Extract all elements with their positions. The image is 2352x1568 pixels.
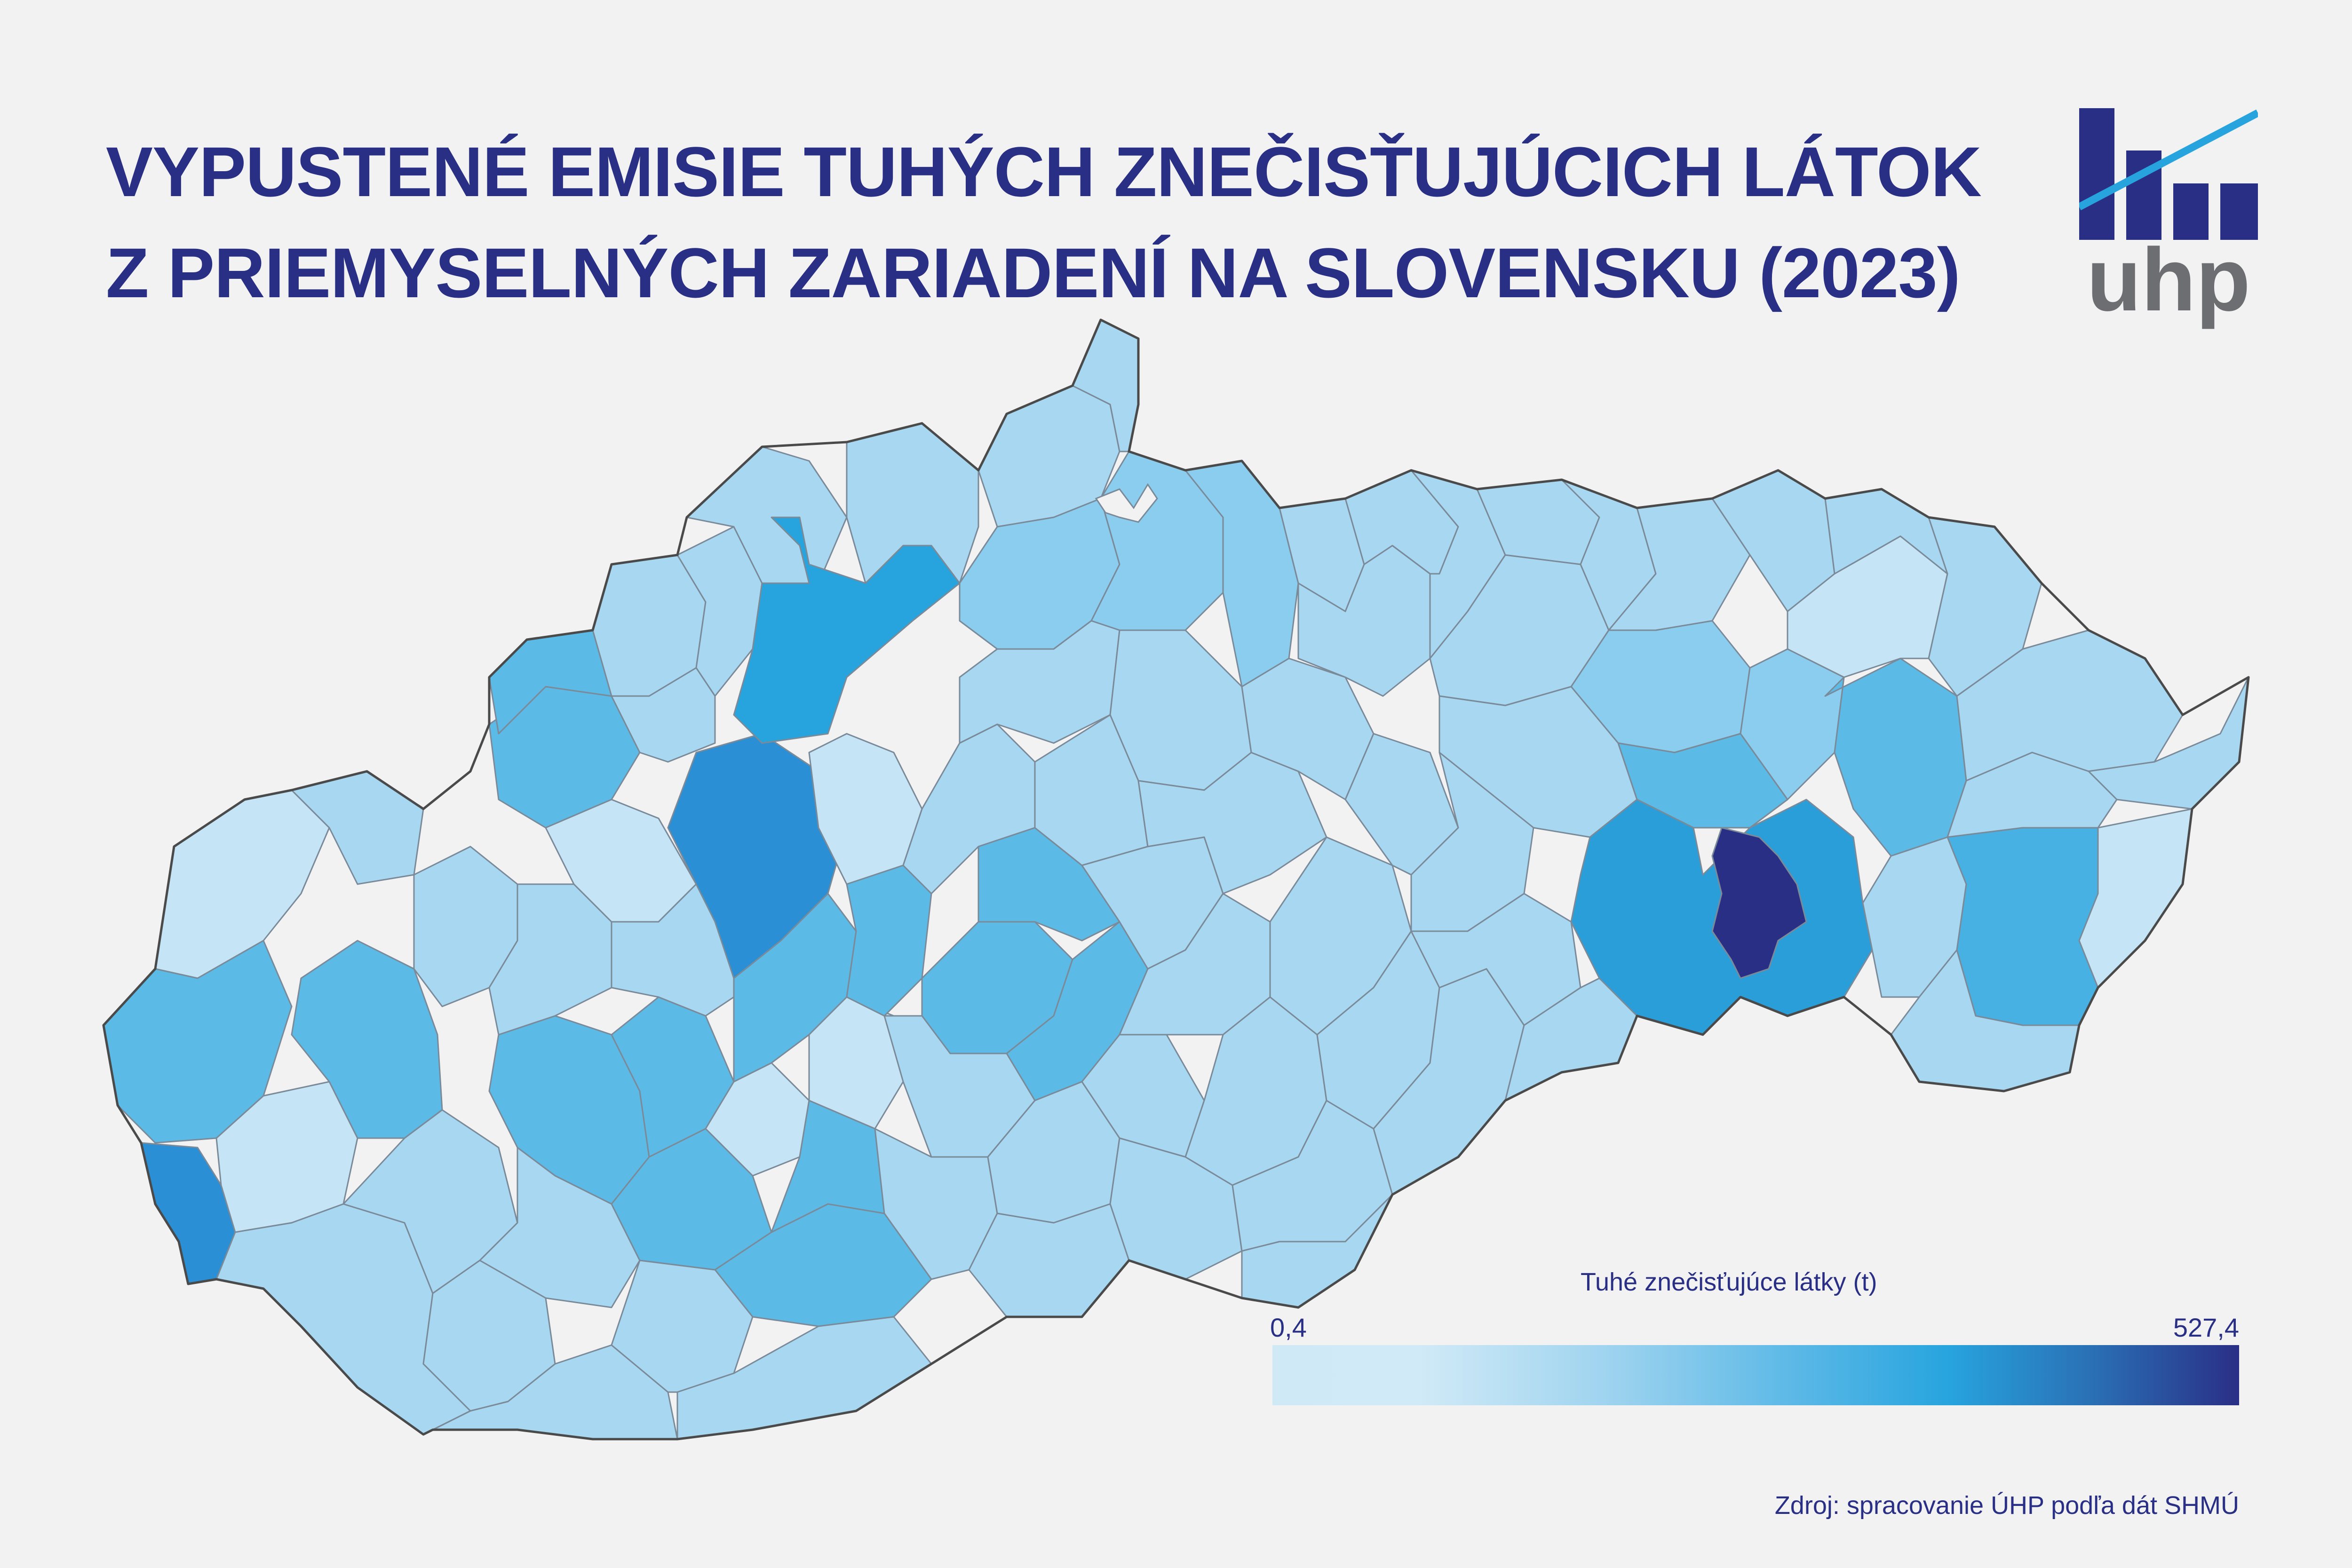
district-west-14[interactable] [479,1147,641,1308]
district-nw-4[interactable] [611,667,716,763]
legend-gradient-bar [1272,1345,2239,1405]
logo-bar-1 [2079,108,2114,240]
district-ne-9[interactable] [1824,657,1967,857]
title-line-1: VYPUSTENÉ EMISIE TUHÝCH ZNEČISŤUJÚCICH L… [106,132,1982,211]
logo-text: uhp [2087,230,2250,330]
district-west-23[interactable] [611,1259,754,1393]
district-regions [103,319,2249,1440]
district-west-1[interactable] [154,789,330,979]
logo-bar-3 [2173,183,2209,240]
legend-min-label: 0,4 [1270,1313,1307,1342]
district-nw-8[interactable] [846,864,932,1017]
uhp-logo: uhp [2079,108,2258,330]
district-c-15[interactable] [1137,752,1327,895]
title-line-2: Z PRIEMYSELNÝCH ZARIADENÍ NA SLOVENSKU (… [106,233,1961,312]
district-c-16[interactable] [1241,657,1375,800]
district-zilina[interactable] [733,516,961,744]
legend-title: Tuhé znečisťujúce látky (t) [1581,1268,1877,1296]
district-c-5[interactable] [959,620,1120,744]
legend-max-label: 527,4 [2173,1313,2239,1342]
lake-shape [1095,483,1158,523]
district-kosice-city[interactable] [1711,827,1807,979]
source-note: Zdroj: spracovanie ÚHP podľa dát SHMÚ [1774,1491,2239,1520]
logo-bar-4 [2220,183,2258,240]
logo-trend-line [2079,109,2258,211]
country-border [102,318,2250,1441]
